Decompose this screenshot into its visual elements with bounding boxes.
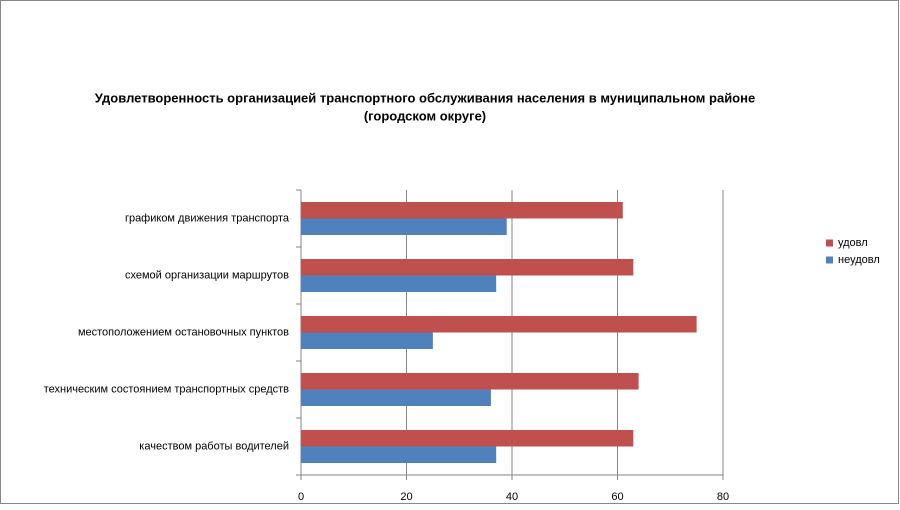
y-tick-label: графиком движения транспорта bbox=[125, 212, 290, 224]
bar bbox=[301, 389, 491, 406]
bar bbox=[301, 373, 639, 390]
bar bbox=[301, 446, 497, 463]
bar bbox=[301, 316, 697, 333]
x-tick-label: 20 bbox=[400, 491, 412, 503]
legend-label: удовл bbox=[838, 237, 868, 249]
y-tick-label: схемой организации маршрутов bbox=[125, 269, 289, 281]
chart-title: (городском округе) bbox=[364, 108, 486, 123]
chart-title: Удовлетворенность организацией транспорт… bbox=[95, 90, 755, 105]
bar bbox=[301, 202, 623, 219]
x-tick-label: 60 bbox=[611, 491, 623, 503]
bar bbox=[301, 218, 507, 235]
x-tick-label: 40 bbox=[506, 491, 518, 503]
bar bbox=[301, 259, 634, 276]
legend-swatch bbox=[826, 256, 833, 264]
bar bbox=[301, 430, 634, 447]
x-tick-label: 80 bbox=[717, 491, 729, 503]
y-tick-label: техническим состоянием транспортных сред… bbox=[44, 383, 289, 395]
legend-swatch bbox=[826, 239, 833, 247]
legend-label: неудовл bbox=[838, 254, 880, 266]
x-tick-label: 0 bbox=[298, 491, 304, 503]
bar bbox=[301, 332, 433, 349]
y-tick-label: местоположением остановочных пунктов bbox=[78, 326, 289, 338]
y-tick-label: качеством работы водителей bbox=[139, 440, 289, 452]
bar bbox=[301, 275, 497, 292]
